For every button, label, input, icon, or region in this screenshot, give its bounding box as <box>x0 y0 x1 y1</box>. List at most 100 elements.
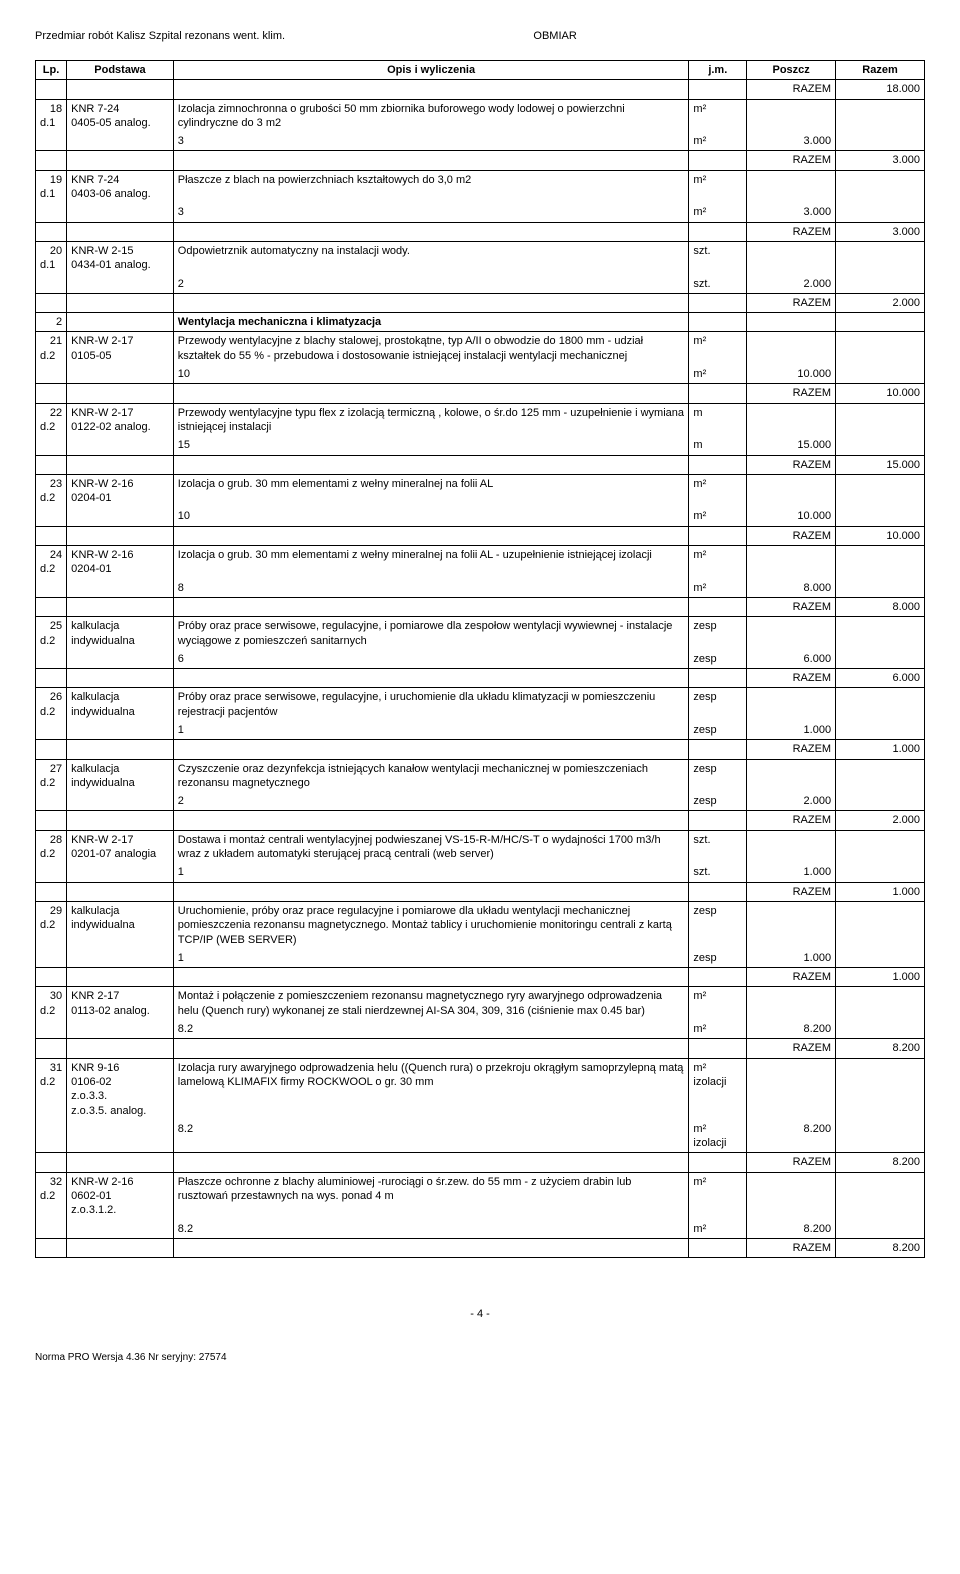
item-lp: 22d.2 <box>36 403 67 436</box>
razem-value: 18.000 <box>836 80 925 99</box>
item-calc-val: 1.000 <box>747 949 836 968</box>
table-row: RAZEM15.000 <box>36 455 925 474</box>
razem-value: 3.000 <box>836 222 925 241</box>
table-row: 2szt.2.000 <box>36 275 925 294</box>
item-jm: m² <box>689 546 747 579</box>
table-row: RAZEM8.200 <box>36 1153 925 1172</box>
item-calc: 3 <box>173 203 689 222</box>
item-calc-val: 10.000 <box>747 365 836 384</box>
col-podstawa: Podstawa <box>67 61 174 80</box>
item-calc-jm: zesp <box>689 949 747 968</box>
item-calc: 1 <box>173 949 689 968</box>
table-row: RAZEM2.000 <box>36 293 925 312</box>
item-opis: Przewody wentylacyjne typu flex z izolac… <box>173 403 689 436</box>
col-lp: Lp. <box>36 61 67 80</box>
item-calc-jm: m² <box>689 579 747 598</box>
item-lp: 21d.2 <box>36 332 67 365</box>
item-calc: 2 <box>173 275 689 294</box>
item-calc-val: 3.000 <box>747 132 836 151</box>
page-number: - 4 - <box>35 1308 925 1320</box>
item-podstawa: KNR-W 2-170105-05 <box>67 332 174 365</box>
item-calc-jm: zesp <box>689 792 747 811</box>
item-calc-jm: m² <box>689 132 747 151</box>
item-podstawa: kalkulacja indywidualna <box>67 901 174 948</box>
item-podstawa: KNR 2-170113-02 analog. <box>67 987 174 1020</box>
item-calc-jm: m² <box>689 1220 747 1239</box>
item-jm: m² <box>689 987 747 1020</box>
razem-value: 1.000 <box>836 740 925 759</box>
item-podstawa: KNR 9-160106-02z.o.3.3.z.o.3.5. analog. <box>67 1058 174 1120</box>
item-calc: 1 <box>173 721 689 740</box>
doc-title-right: OBMIAR <box>533 30 925 42</box>
item-opis: Próby oraz prace serwisowe, regulacyjne,… <box>173 688 689 721</box>
table-row: 1szt.1.000 <box>36 863 925 882</box>
item-calc-val: 8.000 <box>747 579 836 598</box>
item-calc-jm: zesp <box>689 650 747 669</box>
item-lp: 32d.2 <box>36 1172 67 1219</box>
table-row: RAZEM3.000 <box>36 222 925 241</box>
item-opis: Czyszczenie oraz dezynfekcja istniejącyc… <box>173 759 689 792</box>
item-lp: 31d.2 <box>36 1058 67 1120</box>
table-row: 10m²10.000 <box>36 507 925 526</box>
item-podstawa: kalkulacja indywidualna <box>67 617 174 650</box>
razem-value: 6.000 <box>836 669 925 688</box>
item-lp: 27d.2 <box>36 759 67 792</box>
table-row: 30d.2KNR 2-170113-02 analog.Montaż i poł… <box>36 987 925 1020</box>
table-row: RAZEM3.000 <box>36 151 925 170</box>
item-podstawa: KNR-W 2-170201-07 analogia <box>67 830 174 863</box>
item-lp: 28d.2 <box>36 830 67 863</box>
item-calc-val: 3.000 <box>747 203 836 222</box>
table-row: RAZEM6.000 <box>36 669 925 688</box>
item-calc: 8.2 <box>173 1120 689 1153</box>
item-lp: 20d.1 <box>36 241 67 274</box>
table-row: 1zesp1.000 <box>36 721 925 740</box>
table-row: 21d.2KNR-W 2-170105-05Przewody wentylacy… <box>36 332 925 365</box>
razem-label: RAZEM <box>747 222 836 241</box>
item-jm: szt. <box>689 830 747 863</box>
table-row: 8.2m²8.200 <box>36 1020 925 1039</box>
item-opis: Izolacja o grub. 30 mm elementami z wełn… <box>173 474 689 507</box>
table-row: RAZEM2.000 <box>36 811 925 830</box>
razem-label: RAZEM <box>747 740 836 759</box>
section-number: 2 <box>36 313 67 332</box>
item-opis: Uruchomienie, próby oraz prace regulacyj… <box>173 901 689 948</box>
item-calc: 10 <box>173 507 689 526</box>
item-calc-jm: szt. <box>689 863 747 882</box>
table-row: RAZEM8.000 <box>36 597 925 616</box>
razem-value: 2.000 <box>836 811 925 830</box>
razem-label: RAZEM <box>747 293 836 312</box>
table-row: 19d.1KNR 7-240403-06 analog.Płaszcze z b… <box>36 170 925 203</box>
razem-value: 8.200 <box>836 1153 925 1172</box>
razem-value: 1.000 <box>836 968 925 987</box>
item-calc: 1 <box>173 863 689 882</box>
razem-value: 8.000 <box>836 597 925 616</box>
razem-label: RAZEM <box>747 526 836 545</box>
item-opis: Izolacja zimnochronna o grubości 50 mm z… <box>173 99 689 132</box>
razem-label: RAZEM <box>747 1238 836 1257</box>
razem-value: 10.000 <box>836 526 925 545</box>
item-calc-val: 2.000 <box>747 792 836 811</box>
item-podstawa: KNR 7-240405-05 analog. <box>67 99 174 132</box>
item-calc: 15 <box>173 436 689 455</box>
table-row: 27d.2kalkulacja indywidualnaCzyszczenie … <box>36 759 925 792</box>
table-row: 22d.2KNR-W 2-170122-02 analog.Przewody w… <box>36 403 925 436</box>
col-jm: j.m. <box>689 61 747 80</box>
item-lp: 30d.2 <box>36 987 67 1020</box>
item-lp: 18d.1 <box>36 99 67 132</box>
item-calc-val: 2.000 <box>747 275 836 294</box>
razem-label: RAZEM <box>747 80 836 99</box>
item-calc: 3 <box>173 132 689 151</box>
table-row: RAZEM10.000 <box>36 384 925 403</box>
razem-value: 3.000 <box>836 151 925 170</box>
item-calc: 10 <box>173 365 689 384</box>
item-jm: m² <box>689 474 747 507</box>
table-row: RAZEM1.000 <box>36 740 925 759</box>
item-opis: Płaszcze z blach na powierzchniach kszta… <box>173 170 689 203</box>
item-podstawa: KNR-W 2-160602-01z.o.3.1.2. <box>67 1172 174 1219</box>
table-row: 23d.2KNR-W 2-160204-01Izolacja o grub. 3… <box>36 474 925 507</box>
item-opis: Izolacja rury awaryjnego odprowadzenia h… <box>173 1058 689 1120</box>
item-jm: m² <box>689 1172 747 1219</box>
item-calc-jm: m² izolacji <box>689 1120 747 1153</box>
razem-label: RAZEM <box>747 811 836 830</box>
table-row: 8m²8.000 <box>36 579 925 598</box>
